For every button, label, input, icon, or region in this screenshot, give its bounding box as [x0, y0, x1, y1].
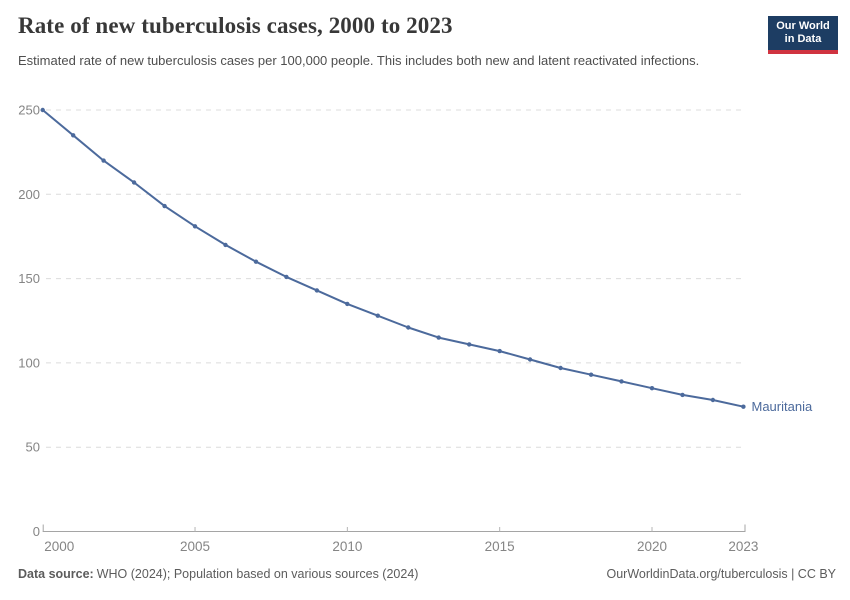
page-title: Rate of new tuberculosis cases, 2000 to …	[18, 13, 453, 38]
trend-line-mauritania[interactable]	[41, 109, 745, 408]
chart-subtitle: Estimated rate of new tuberculosis cases…	[18, 53, 700, 68]
data-point-2017[interactable]	[558, 365, 563, 371]
data-source-text: WHO (2024); Population based on various …	[96, 567, 419, 581]
data-point-2019[interactable]	[619, 379, 624, 384]
data-point-2002[interactable]	[101, 158, 106, 163]
logo-line2: in Data	[784, 33, 822, 45]
data-point-2001[interactable]	[71, 133, 76, 138]
chart-footer: Data source: WHO (2024); Population based…	[18, 567, 836, 581]
x-axis-label-2023: 2023	[728, 539, 758, 554]
data-source: Data source: WHO (2024); Population based…	[18, 567, 418, 581]
y-axis-label-50: 50	[26, 440, 40, 455]
y-axis-label-200: 200	[18, 187, 40, 202]
data-point-2018[interactable]	[588, 372, 594, 377]
data-point-2015[interactable]	[497, 348, 502, 354]
x-axis-label-2010: 2010	[332, 539, 362, 554]
data-point-2011[interactable]	[375, 313, 380, 318]
data-point-2014[interactable]	[467, 342, 472, 347]
data-point-2009[interactable]	[314, 288, 320, 293]
logo-line1: Our World	[776, 20, 830, 32]
attribution-link[interactable]: OurWorldinData.org/tuberculosis | CC BY	[606, 567, 837, 581]
data-point-2013[interactable]	[436, 335, 441, 340]
y-axis-label-150: 150	[18, 271, 40, 286]
data-point-2008[interactable]	[284, 274, 289, 280]
data-point-2020[interactable]	[649, 386, 655, 391]
owid-logo[interactable]: Our World in Data	[768, 16, 838, 54]
data-point-2005[interactable]	[192, 224, 198, 229]
x-axis-label-2000: 2000	[44, 539, 74, 554]
y-axis-label-250: 250	[18, 103, 40, 118]
x-axis-label-2005: 2005	[180, 539, 210, 554]
y-axis-label-0: 0	[33, 524, 40, 539]
data-point-2007[interactable]	[253, 259, 259, 264]
data-source-label: Data source:	[18, 567, 94, 581]
x-axis-label-2020: 2020	[637, 539, 667, 554]
y-axis-label-100: 100	[18, 355, 40, 370]
data-point-2023[interactable]	[741, 404, 746, 409]
line-chart[interactable]: 0 50 100 150 200 250 2000 2005 2010 2015 2020 2023 M…	[0, 95, 850, 560]
data-point-2021[interactable]	[680, 392, 685, 398]
data-point-2012[interactable]	[406, 325, 411, 330]
data-point-2006[interactable]	[223, 242, 228, 248]
series-label-mauritania[interactable]: Mauritania	[752, 399, 813, 414]
x-axis-label-2015: 2015	[485, 539, 515, 554]
data-point-2003[interactable]	[131, 180, 137, 185]
data-point-2010[interactable]	[345, 301, 350, 307]
data-point-2022[interactable]	[710, 397, 716, 403]
data-point-2000[interactable]	[40, 107, 45, 113]
data-point-2016[interactable]	[527, 357, 533, 362]
data-point-2004[interactable]	[162, 203, 167, 209]
